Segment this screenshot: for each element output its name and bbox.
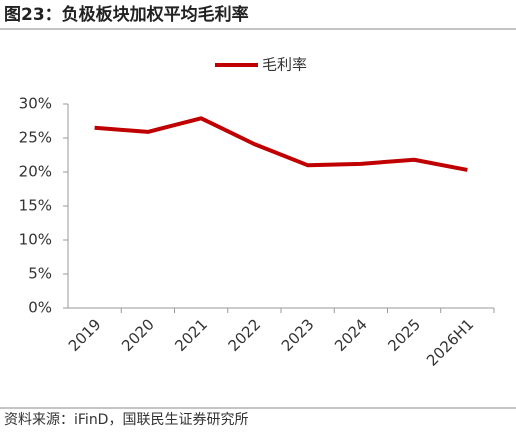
x-tick-label: 2019 (65, 315, 105, 355)
y-tick-label: 0% (28, 299, 52, 317)
x-tick-label: 2025 (384, 315, 424, 355)
y-tick-label: 25% (19, 129, 52, 147)
chart-title: 图23：负极板块加权平均毛利率 (4, 4, 249, 25)
y-tick-label: 10% (19, 231, 52, 249)
source: 资料来源：iFinD，国联民生证券研究所 (4, 412, 248, 428)
x-tick-label: 2023 (278, 315, 318, 355)
y-tick-label: 30% (19, 95, 52, 113)
x-tick-label: 2022 (225, 315, 265, 355)
x-tick-label: 2020 (118, 315, 158, 355)
y-tick-label: 15% (19, 197, 52, 215)
x-tick-label: 2024 (331, 315, 371, 355)
y-tick-label: 20% (19, 163, 52, 181)
x-tick-label: 2026H1 (423, 315, 477, 369)
y-tick-label: 5% (28, 265, 52, 283)
legend-label: 毛利率 (262, 56, 307, 74)
line (94, 116, 468, 172)
x-tick-label: 2021 (171, 315, 211, 355)
